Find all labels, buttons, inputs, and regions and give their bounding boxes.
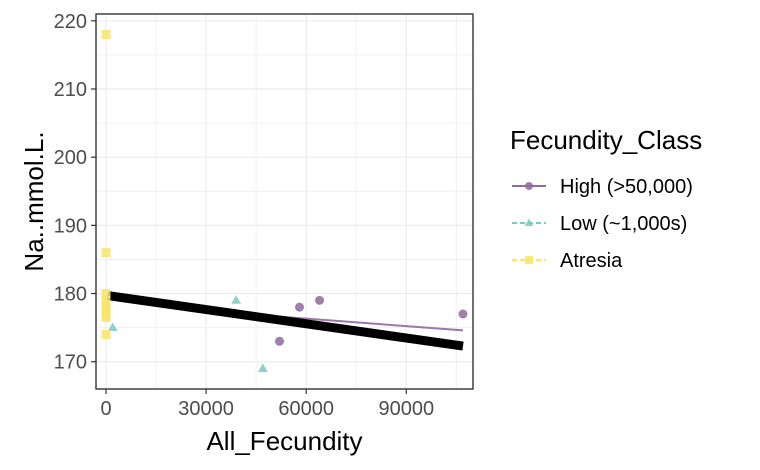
legend-key-marker (525, 256, 533, 264)
x-tick-label: 60000 (278, 398, 334, 420)
data-point (458, 309, 468, 319)
data-points (101, 29, 468, 372)
x-tick-label: 90000 (378, 398, 434, 420)
data-point (231, 295, 242, 304)
data-point (315, 295, 325, 305)
data-point (107, 322, 118, 332)
panel-background (96, 14, 473, 389)
y-tick-label: 210 (54, 79, 87, 101)
data-point (101, 289, 111, 299)
legend-title: Fecundity_Class (510, 125, 702, 155)
overall-fit-line (107, 291, 464, 351)
y-tick-label: 190 (54, 215, 87, 237)
x-tick-label: 0 (100, 398, 111, 420)
y-axis-title: Na..mmol.L. (19, 131, 49, 271)
legend-label: Atresia (560, 250, 623, 272)
legend-key-marker (525, 182, 533, 190)
x-tick-label: 30000 (178, 398, 234, 420)
legend-label: High (>50,000) (560, 176, 693, 198)
x-axis-title: All_Fecundity (206, 426, 362, 456)
data-point (295, 302, 305, 312)
panel-border (95, 13, 474, 390)
grid (96, 14, 473, 389)
data-point (257, 363, 268, 372)
data-point (101, 312, 111, 322)
y-tick-label: 220 (54, 11, 87, 33)
legend-label: Low (~1,000s) (560, 213, 687, 235)
data-point (274, 336, 284, 346)
y-tick-label: 170 (54, 352, 87, 374)
panel-frame (95, 13, 474, 390)
y-tick-label: 200 (54, 147, 87, 169)
legend-key-marker (524, 218, 534, 227)
data-point (101, 29, 111, 39)
data-point (101, 295, 111, 305)
data-point (101, 329, 111, 339)
y-tick-label: 180 (54, 284, 87, 306)
legend: Fecundity_Class High (>50,000) Low (~1,00… (510, 125, 702, 272)
data-point (101, 248, 111, 258)
axes: 0 30000 60000 90000 170 180 190 200 210 220 (54, 11, 434, 420)
